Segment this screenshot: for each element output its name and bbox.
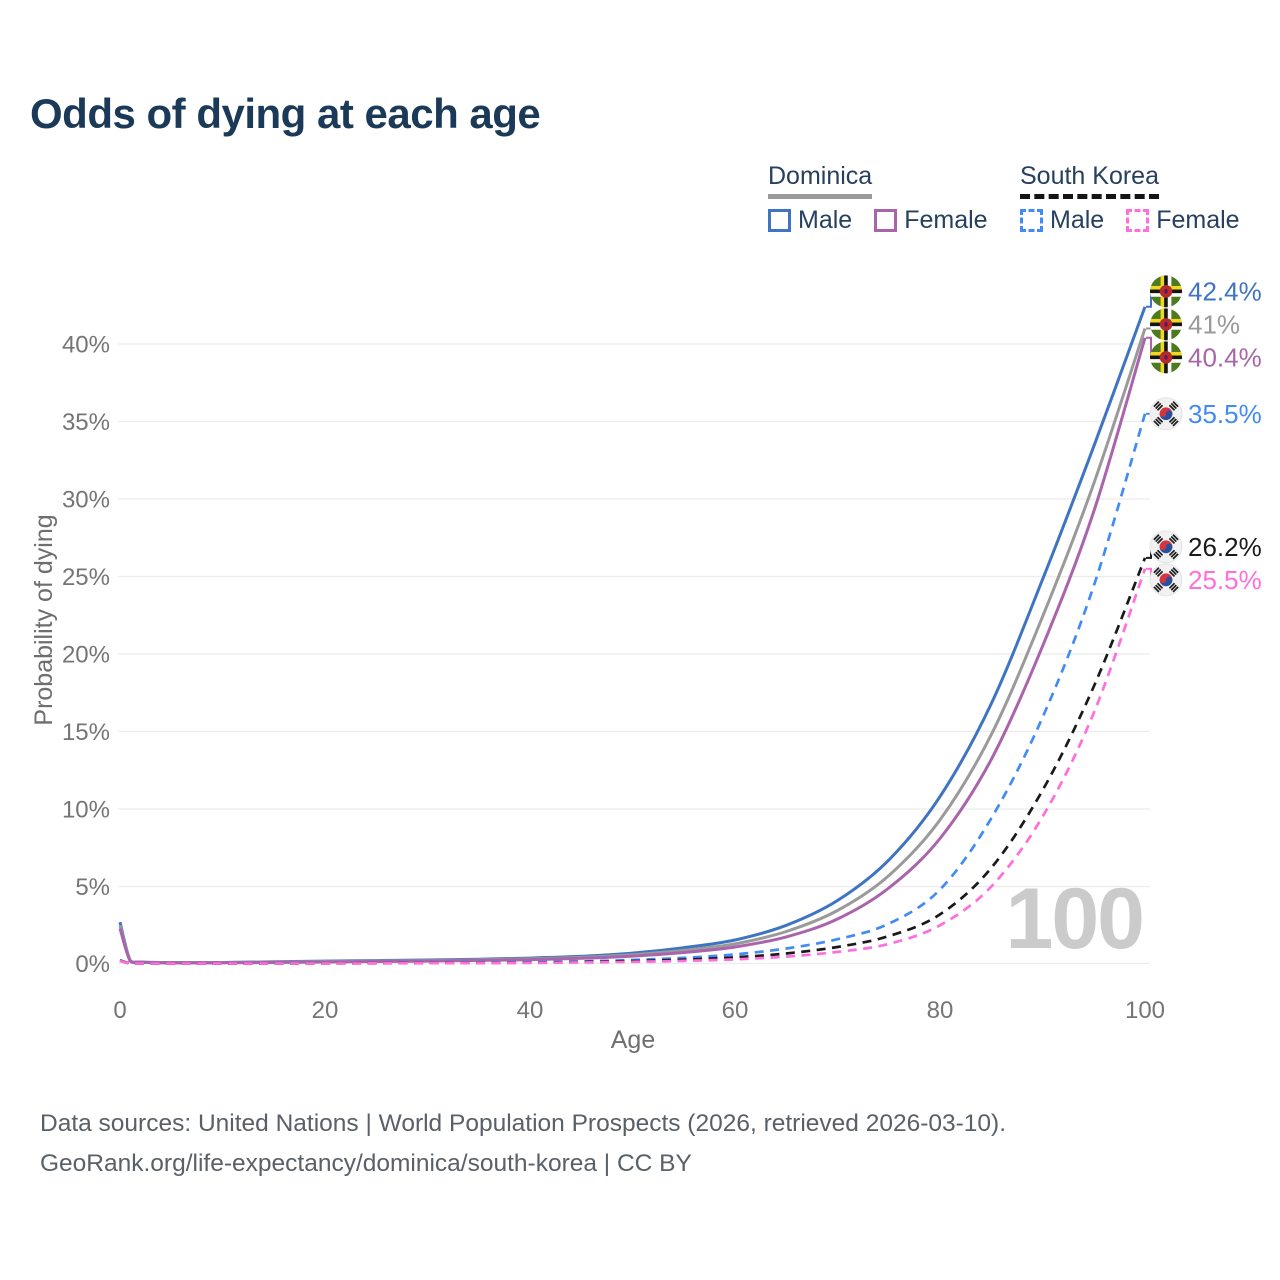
series-line-south-korea-female[interactable]: [119, 568, 1147, 965]
dominica-flag-icon: [1150, 341, 1182, 374]
y-tick-label: 25%: [62, 564, 110, 591]
legend-country-dominica: Dominica: [768, 162, 873, 199]
dominica-male-swatch-icon: [768, 209, 791, 232]
x-tick-label: 80: [927, 997, 954, 1024]
y-tick-label: 5%: [75, 874, 110, 901]
dominica-flag-icon: [1150, 275, 1182, 308]
legend-label: Female: [904, 206, 988, 234]
dominica-female-swatch-icon: [874, 209, 898, 232]
south-korea-flag-icon: [1149, 530, 1183, 564]
end-value-label-south-korea-both-sexes: 26.2%: [1188, 532, 1262, 562]
x-tick-label: 20: [312, 997, 339, 1024]
legend-group-south-korea: South Korea Male Female: [1020, 162, 1240, 235]
x-tick-label: 60: [722, 997, 749, 1024]
series-line-dominica-male[interactable]: [118, 306, 1147, 965]
y-tick-label: 35%: [62, 409, 110, 436]
y-tick-label: 10%: [62, 797, 110, 824]
end-value-label-dominica-both-sexes: 41%: [1188, 309, 1240, 339]
legend-item-dominica-female[interactable]: Female: [874, 206, 988, 235]
y-tick-label: 0%: [75, 951, 110, 978]
end-value-label-south-korea-male: 35.5%: [1188, 399, 1262, 429]
legend-item-south-korea-female[interactable]: Female: [1126, 206, 1240, 235]
legend-label: Male: [798, 206, 853, 234]
legend-group-dominica: Dominica Male Female: [768, 162, 988, 235]
legend-item-dominica-male[interactable]: Male: [768, 206, 852, 235]
age-indicator-watermark: 100: [1006, 871, 1144, 967]
dominica-flag-icon: [1150, 308, 1182, 341]
end-value-label-south-korea-female: 25.5%: [1188, 565, 1262, 595]
footer-url: GeoRank.org/life-expectancy/dominica/sou…: [40, 1150, 692, 1177]
y-tick-label: 30%: [62, 487, 110, 514]
page-title: Odds of dying at each age: [30, 90, 541, 137]
x-axis-title: Age: [611, 1026, 655, 1054]
south-korea-flag-icon: [1149, 563, 1183, 597]
legend-label: Female: [1156, 206, 1240, 234]
x-tick-label: 0: [113, 997, 126, 1024]
series-line-dominica-both-sexes[interactable]: [118, 328, 1147, 965]
end-value-label-dominica-male: 42.4%: [1188, 276, 1262, 306]
legend-label: Male: [1050, 206, 1105, 234]
footer: Data sources: United Nations | World Pop…: [40, 1104, 1006, 1184]
y-tick-label: 15%: [62, 719, 110, 746]
south-korea-flag-icon: [1149, 397, 1183, 431]
y-axis-title: Probability of dying: [30, 514, 58, 725]
south-korea-male-swatch-icon: [1020, 209, 1043, 232]
end-value-label-dominica-female: 40.4%: [1188, 342, 1262, 372]
series-line-dominica-female[interactable]: [118, 337, 1147, 965]
y-tick-label: 20%: [62, 642, 110, 669]
south-korea-female-swatch-icon: [1126, 209, 1150, 232]
series-line-south-korea-male[interactable]: [119, 413, 1147, 965]
legend-country-south-korea: South Korea: [1020, 162, 1159, 199]
legend-item-south-korea-male[interactable]: Male: [1020, 206, 1104, 235]
footer-data-sources: Data sources: United Nations | World Pop…: [40, 1110, 1007, 1137]
x-tick-label: 40: [517, 997, 544, 1024]
y-tick-label: 40%: [62, 332, 110, 359]
x-tick-label: 100: [1125, 997, 1165, 1024]
